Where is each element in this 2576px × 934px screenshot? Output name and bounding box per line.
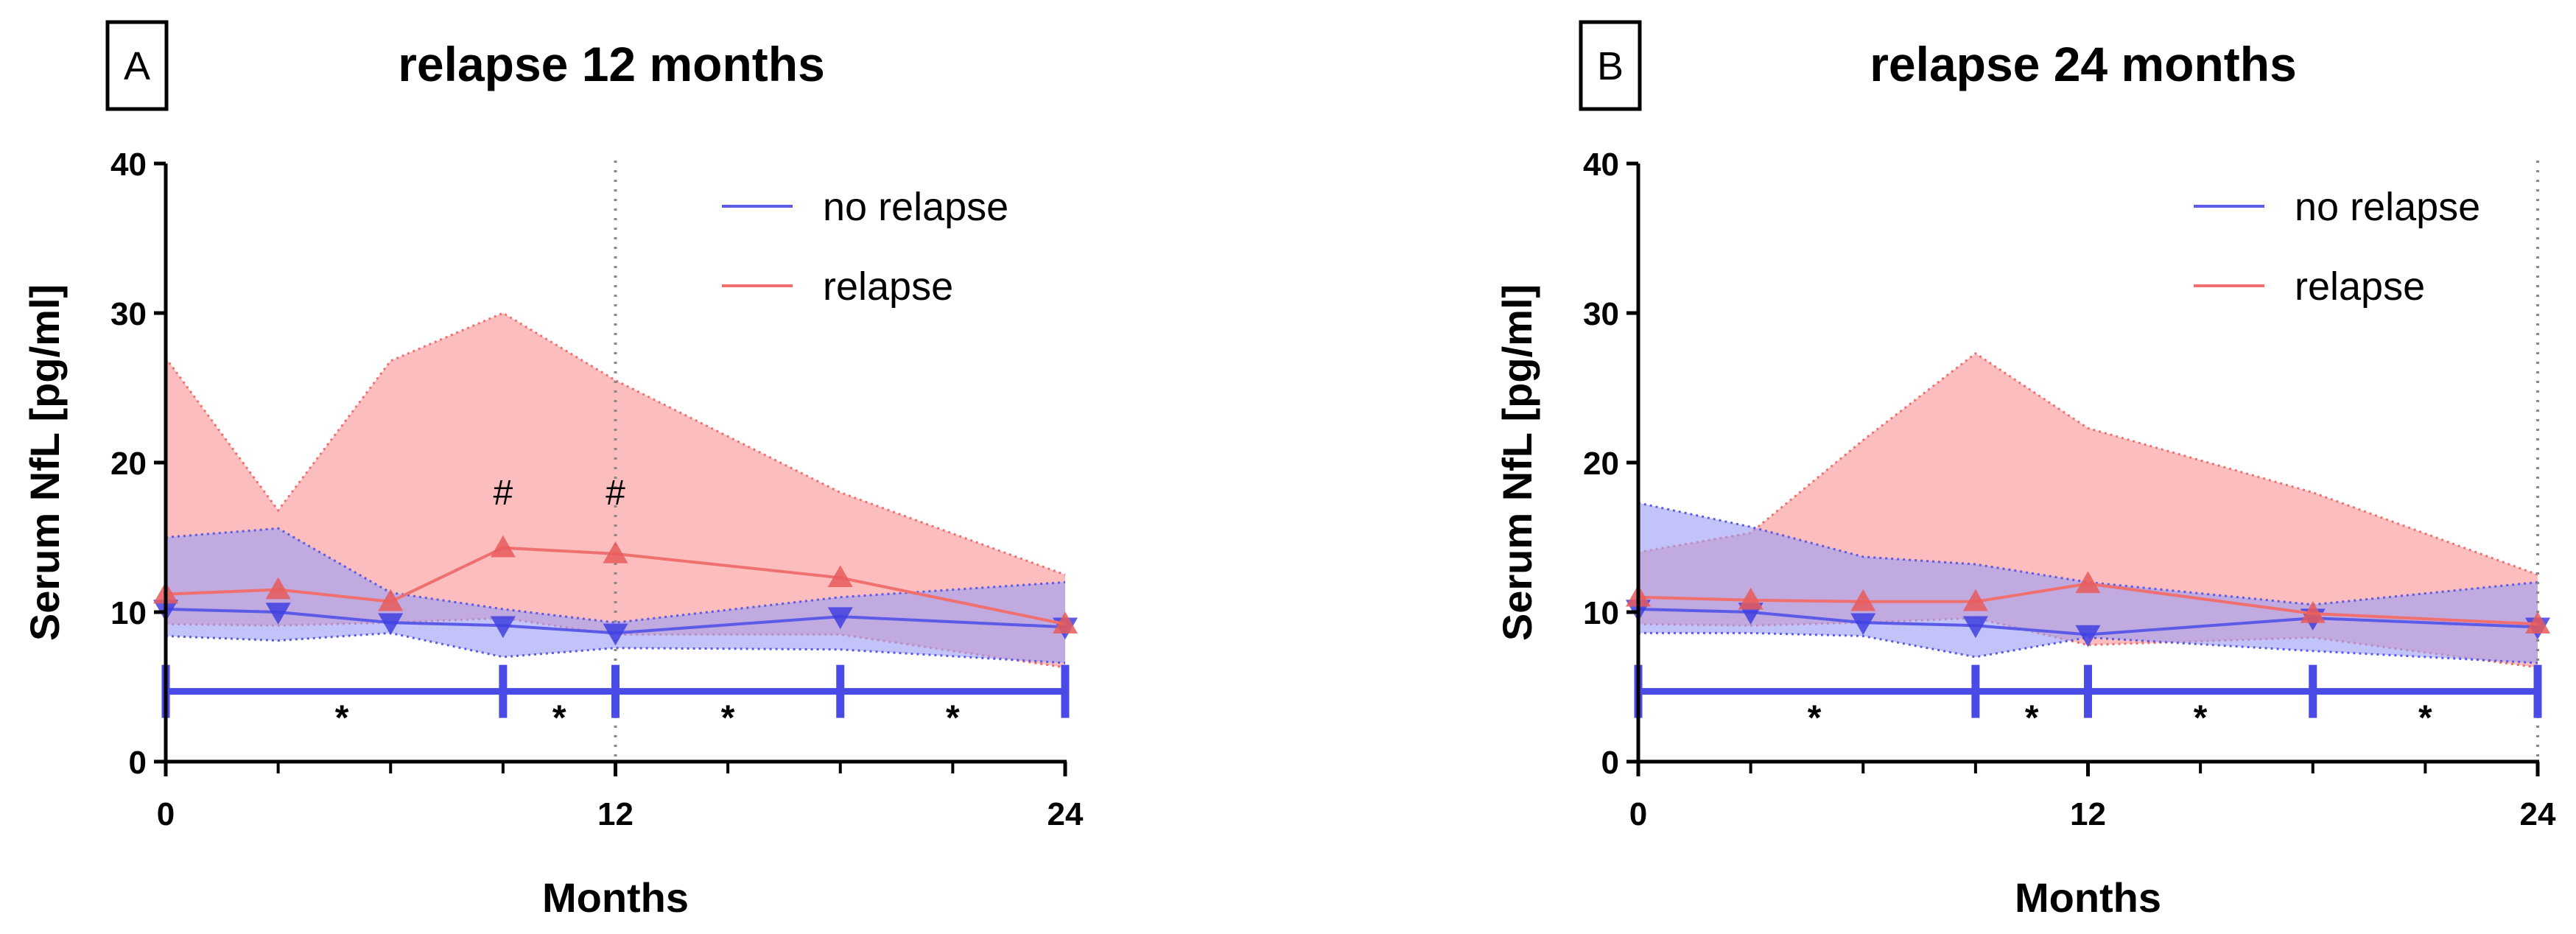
x-tick-label: 12 xyxy=(2070,796,2106,832)
panel-letter-box xyxy=(105,20,169,111)
y-tick-label: 10 xyxy=(1583,595,1619,631)
x-tick-label: 12 xyxy=(597,796,634,832)
data-point-relapse xyxy=(1053,611,1078,633)
data-point-relapse xyxy=(1962,589,1988,611)
significance-star: * xyxy=(2194,699,2208,738)
panel-letter: B xyxy=(1597,44,1624,88)
significance-star: * xyxy=(721,699,735,738)
x-tick-label: 24 xyxy=(2520,796,2556,832)
data-point-relapse xyxy=(1738,587,1763,610)
legend-label-no-relapse: no relapse xyxy=(823,185,1008,229)
x-tick-label: 0 xyxy=(1629,796,1647,832)
data-point-relapse xyxy=(2075,571,2101,594)
panel-letter-box xyxy=(1579,20,1642,111)
y-tick-label: 30 xyxy=(110,296,147,332)
band-lower-edge-no-relapse xyxy=(165,631,1066,664)
panel-letter: A xyxy=(124,44,150,88)
chart-title: relapse 24 months xyxy=(1870,37,2297,91)
y-tick-label: 20 xyxy=(110,446,147,482)
data-point-relapse xyxy=(490,535,516,558)
data-point-relapse xyxy=(603,541,628,563)
legend-label-relapse: relapse xyxy=(2295,264,2425,309)
legend-label-relapse: relapse xyxy=(823,264,953,309)
y-axis-label: Serum NfL [pg/ml] xyxy=(21,284,68,641)
data-point-no-relapse xyxy=(1850,613,1876,636)
y-axis-label: Serum NfL [pg/ml] xyxy=(1494,284,1540,641)
band-upper-edge-relapse xyxy=(164,312,1066,576)
data-point-no-relapse xyxy=(827,607,853,630)
significance-star: * xyxy=(2025,699,2039,738)
x-axis-label: Months xyxy=(542,874,689,921)
legend-label-no-relapse: no relapse xyxy=(2295,185,2480,229)
data-point-no-relapse xyxy=(603,623,628,646)
data-point-relapse xyxy=(1850,589,1876,611)
band-upper-edge-no-relapse xyxy=(165,527,1066,624)
data-point-relapse xyxy=(2525,611,2550,633)
y-tick-label: 20 xyxy=(1583,446,1619,482)
x-tick-label: 0 xyxy=(157,796,175,832)
hash-annotation: # xyxy=(494,474,513,513)
y-tick-label: 40 xyxy=(1583,147,1619,183)
significance-star: * xyxy=(335,699,349,738)
data-point-relapse xyxy=(2300,601,2326,623)
significance-star: * xyxy=(1808,699,1822,738)
significance-star: * xyxy=(946,699,960,738)
chart-title: relapse 12 months xyxy=(398,37,825,91)
hash-annotation: # xyxy=(606,474,625,513)
band-lower-edge-no-relapse xyxy=(1638,631,2538,664)
x-axis-label: Months xyxy=(2015,874,2161,921)
data-point-relapse xyxy=(265,577,291,600)
significance-star: * xyxy=(2418,699,2432,738)
data-point-no-relapse xyxy=(378,613,404,636)
data-point-no-relapse xyxy=(1962,616,1988,639)
significance-star: * xyxy=(552,699,566,738)
y-tick-label: 40 xyxy=(110,147,147,183)
x-tick-label: 24 xyxy=(1047,796,1084,832)
y-tick-label: 10 xyxy=(110,595,147,631)
data-point-no-relapse xyxy=(2075,625,2101,647)
data-point-no-relapse xyxy=(265,603,291,625)
y-tick-label: 30 xyxy=(1583,296,1619,332)
data-point-relapse xyxy=(827,565,853,588)
data-point-no-relapse xyxy=(490,616,516,639)
y-tick-label: 0 xyxy=(129,745,147,781)
y-tick-label: 0 xyxy=(1601,745,1619,781)
data-point-relapse xyxy=(378,589,404,611)
